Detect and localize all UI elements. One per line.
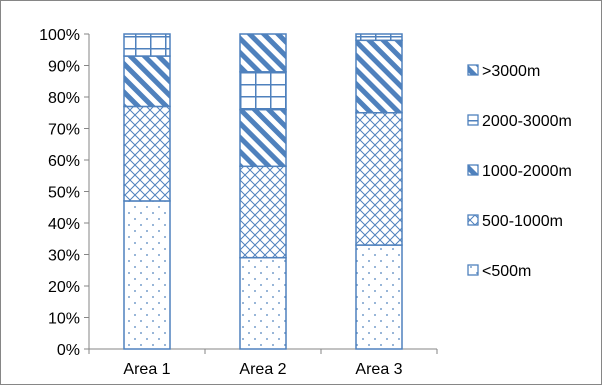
y-tick-label: 70% [48, 122, 80, 139]
bar-segment [356, 34, 402, 40]
y-tick-label: 20% [48, 279, 80, 296]
legend-swatch [468, 65, 478, 75]
y-tick-label: 0% [57, 342, 80, 359]
bar-segment [240, 34, 286, 72]
x-tick-label: Area 1 [123, 361, 170, 378]
y-tick-label: 40% [48, 216, 80, 233]
legend-swatch [468, 165, 478, 175]
bar-segment [356, 113, 402, 245]
bar-segment [356, 245, 402, 349]
y-tick-label: 60% [48, 153, 80, 170]
bar-segment [240, 258, 286, 349]
legend-label: 500-1000m [482, 213, 563, 230]
legend-label: 1000-2000m [482, 163, 572, 180]
bar-segment [124, 201, 170, 349]
x-tick-label: Area 2 [239, 361, 286, 378]
y-tick-label: 80% [48, 90, 80, 107]
legend-swatch [468, 265, 478, 275]
bar-segment [124, 34, 170, 56]
bar-segment [356, 40, 402, 112]
legend-label: 2000-3000m [482, 113, 572, 130]
bar-segment [240, 72, 286, 110]
legend-swatch [468, 115, 478, 125]
y-tick-label: 10% [48, 311, 80, 328]
legend-swatch [468, 215, 478, 225]
y-tick-label: 90% [48, 59, 80, 76]
bar-segment [240, 110, 286, 167]
y-tick-label: 100% [39, 27, 80, 44]
y-tick-label: 30% [48, 248, 80, 265]
x-tick-label: Area 3 [355, 361, 402, 378]
y-tick-label: 50% [48, 185, 80, 202]
bar-segment [124, 56, 170, 106]
bar-segment [124, 106, 170, 201]
legend-label: >3000m [482, 63, 540, 80]
bar-segment [240, 166, 286, 257]
legend-label: <500m [482, 263, 531, 280]
